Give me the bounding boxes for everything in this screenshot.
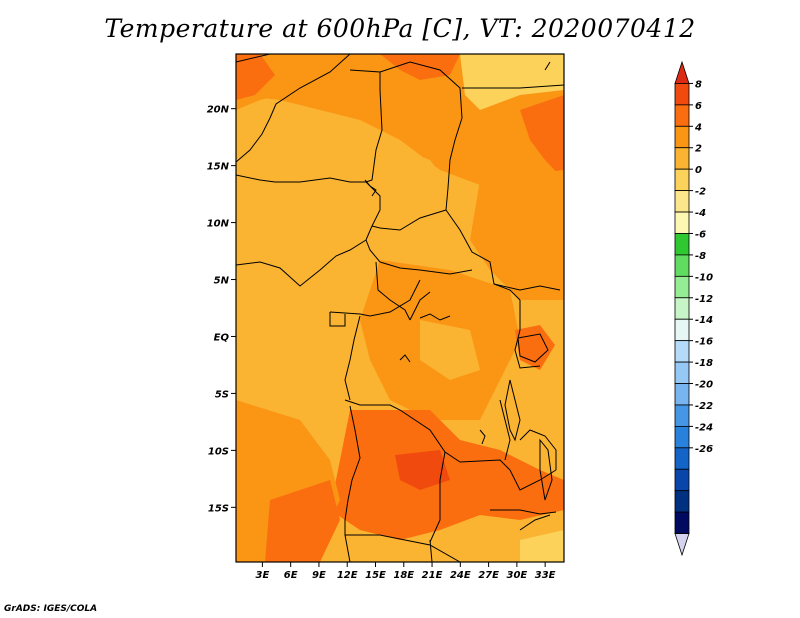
colorbar-label: -18 (695, 358, 713, 369)
lon-tick-label: 3E (255, 570, 269, 581)
colorbar-swatch (674, 254, 690, 277)
colorbar-swatch (674, 447, 690, 470)
longitude-axis: 3E 6E 9E 12E 15E 18E 21E 24E 27E 30E 33E (255, 562, 556, 581)
colorbar-swatch (674, 168, 690, 192)
lon-tick-label: 15E (365, 570, 386, 581)
lat-tick-label: 15N (207, 162, 230, 173)
colorbar-swatch (674, 533, 690, 557)
colorbar-label: 0 (695, 165, 702, 176)
colorbar-swatch (674, 125, 690, 149)
colorbar-swatch (674, 60, 690, 84)
colorbar-label: -16 (695, 337, 713, 348)
lon-tick-label: 18E (393, 570, 414, 581)
colorbar-swatch (674, 340, 690, 363)
lon-tick-label: 27E (478, 570, 499, 581)
lat-tick-label: 5S (215, 389, 229, 400)
colorbar-swatch (674, 275, 690, 299)
lon-tick-label: 21E (422, 570, 443, 581)
lon-tick-label: 9E (312, 570, 326, 581)
colorbar-label: -20 (695, 380, 713, 391)
temperature-field (236, 54, 564, 562)
colorbar-label: -14 (695, 315, 713, 326)
lat-tick-label: 10N (207, 219, 230, 230)
colorbar-swatch (674, 468, 690, 492)
colorbar-swatch (674, 83, 690, 106)
colorbar-swatch (674, 297, 690, 320)
lat-tick-label: 20N (207, 105, 230, 116)
colorbar-label: -4 (695, 208, 706, 219)
lon-tick-label: 24E (450, 570, 471, 581)
map-title: Temperature at 600hPa [C], VT: 202007041… (104, 14, 696, 43)
lat-tick-label: EQ (214, 332, 230, 343)
lon-tick-label: 12E (337, 570, 358, 581)
colorbar-swatch (674, 425, 690, 449)
colorbar-label: -26 (695, 444, 713, 455)
colorbar-swatch (674, 190, 690, 213)
colorbar-swatch (674, 318, 690, 342)
colorbar-swatch (674, 104, 690, 127)
colorbar-swatch (674, 511, 690, 534)
colorbar-label: -6 (695, 229, 706, 240)
colorbar: 8 6 4 2 0 -2 -4 -6 -8 -10 -12 -14 -16 -18 -20 -22 -24 -26 (674, 60, 713, 557)
lat-tick-label: 15S (208, 503, 229, 514)
colorbar-label: 6 (695, 101, 702, 112)
lat-tick-label: 5N (214, 276, 230, 287)
colorbar-swatch (674, 211, 690, 234)
colorbar-label: -22 (695, 401, 713, 412)
colorbar-label: 4 (694, 122, 702, 133)
colorbar-swatch (674, 233, 690, 256)
grads-credit: GrADS: IGES/COLA (4, 604, 98, 614)
lon-tick-label: 33E (535, 570, 556, 581)
colorbar-label: 2 (695, 144, 702, 155)
colorbar-label: -8 (695, 251, 706, 262)
colorbar-swatch (674, 404, 690, 427)
map-frame (235, 53, 565, 563)
lon-tick-label: 30E (506, 570, 527, 581)
colorbar-swatch (674, 383, 690, 406)
colorbar-label: -12 (695, 294, 713, 305)
lon-tick-label: 6E (284, 570, 298, 581)
colorbar-swatch (674, 147, 690, 170)
colorbar-label: -10 (695, 272, 713, 283)
colorbar-label: 8 (695, 79, 702, 90)
lat-tick-label: 10S (208, 446, 229, 457)
colorbar-label: -24 (695, 422, 713, 433)
latitude-axis: 20N 15N 10N 5N EQ 5S 10S 15S (207, 105, 236, 514)
colorbar-swatch (674, 361, 690, 384)
country-boundaries (236, 54, 564, 562)
colorbar-swatch (674, 490, 690, 513)
colorbar-label: -2 (695, 187, 706, 198)
